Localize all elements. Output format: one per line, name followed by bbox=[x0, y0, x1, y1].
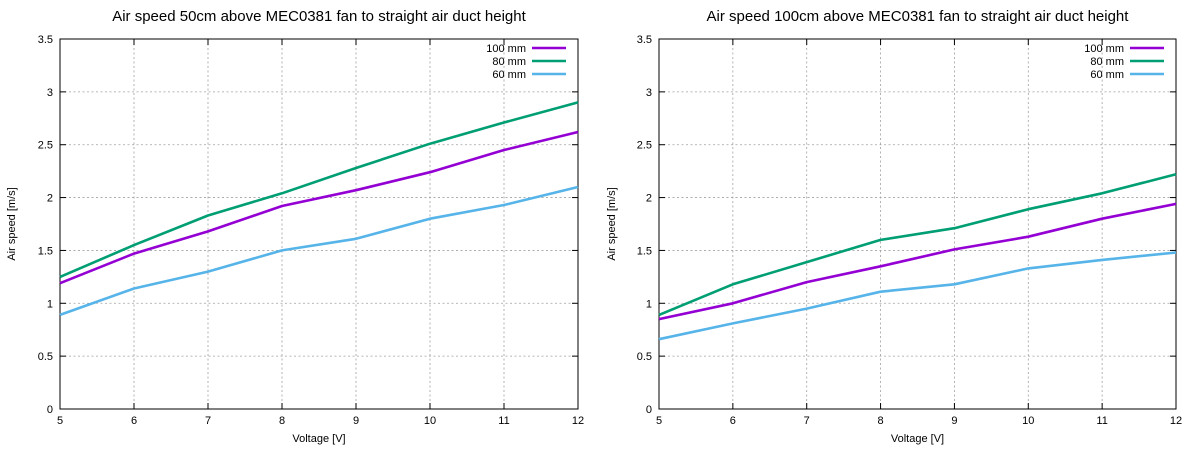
x-axis-label: Voltage [V] bbox=[891, 433, 944, 445]
legend-label: 80 mm bbox=[1090, 56, 1124, 68]
legend-label: 100 mm bbox=[1084, 43, 1124, 55]
chart-title: Air speed 50cm above MEC0381 fan to stra… bbox=[112, 8, 526, 25]
y-tick-label: 0 bbox=[47, 404, 53, 416]
legend-label: 100 mm bbox=[486, 43, 526, 55]
x-tick-label: 12 bbox=[572, 415, 584, 427]
y-tick-label: 3 bbox=[47, 87, 53, 99]
chart-left: Air speed 50cm above MEC0381 fan to stra… bbox=[6, 8, 584, 445]
x-tick-label: 7 bbox=[804, 415, 810, 427]
x-tick-label: 6 bbox=[730, 415, 736, 427]
legend-label: 60 mm bbox=[492, 69, 526, 81]
legend-label: 80 mm bbox=[492, 56, 526, 68]
y-tick-label: 1 bbox=[47, 298, 53, 310]
series-line-100-mm bbox=[59, 130, 579, 285]
y-tick-label: 2.5 bbox=[38, 140, 53, 152]
series-line-80-mm bbox=[59, 101, 579, 279]
x-tick-label: 9 bbox=[353, 415, 359, 427]
x-tick-label: 8 bbox=[279, 415, 285, 427]
x-tick-label: 10 bbox=[424, 415, 436, 427]
y-tick-label: 0 bbox=[646, 404, 652, 416]
series-line-100-mm bbox=[658, 202, 1177, 321]
x-tick-label: 5 bbox=[656, 415, 662, 427]
x-tick-label: 8 bbox=[878, 415, 884, 427]
series-line-80-mm bbox=[658, 173, 1177, 317]
y-tick-label: 1 bbox=[646, 298, 652, 310]
x-tick-label: 12 bbox=[1170, 415, 1182, 427]
x-tick-label: 9 bbox=[951, 415, 957, 427]
x-tick-label: 10 bbox=[1022, 415, 1034, 427]
y-axis-label: Air speed [m/s] bbox=[6, 187, 18, 260]
x-axis-label: Voltage [V] bbox=[292, 433, 345, 445]
y-tick-label: 3.5 bbox=[637, 34, 652, 46]
chart-title: Air speed 100cm above MEC0381 fan to str… bbox=[707, 8, 1130, 25]
y-tick-label: 3.5 bbox=[38, 34, 53, 46]
legend-label: 60 mm bbox=[1090, 69, 1124, 81]
plot-frame bbox=[59, 38, 579, 410]
y-tick-label: 2 bbox=[646, 193, 652, 205]
plot-frame bbox=[658, 38, 1177, 410]
chart-right: Air speed 100cm above MEC0381 fan to str… bbox=[606, 8, 1182, 445]
y-tick-label: 0.5 bbox=[38, 351, 53, 363]
y-tick-label: 2 bbox=[47, 193, 53, 205]
y-axis-label: Air speed [m/s] bbox=[606, 187, 618, 260]
x-tick-label: 11 bbox=[1096, 415, 1107, 427]
series-line-60-mm bbox=[658, 251, 1177, 341]
x-tick-label: 6 bbox=[131, 415, 137, 427]
x-tick-label: 7 bbox=[205, 415, 211, 427]
y-tick-label: 2.5 bbox=[637, 140, 652, 152]
y-tick-label: 3 bbox=[646, 87, 652, 99]
y-tick-label: 1.5 bbox=[637, 245, 652, 257]
series-line-60-mm bbox=[59, 185, 579, 317]
y-tick-label: 1.5 bbox=[38, 245, 53, 257]
x-tick-label: 11 bbox=[498, 415, 509, 427]
x-tick-label: 5 bbox=[57, 415, 63, 427]
y-tick-label: 0.5 bbox=[637, 351, 652, 363]
